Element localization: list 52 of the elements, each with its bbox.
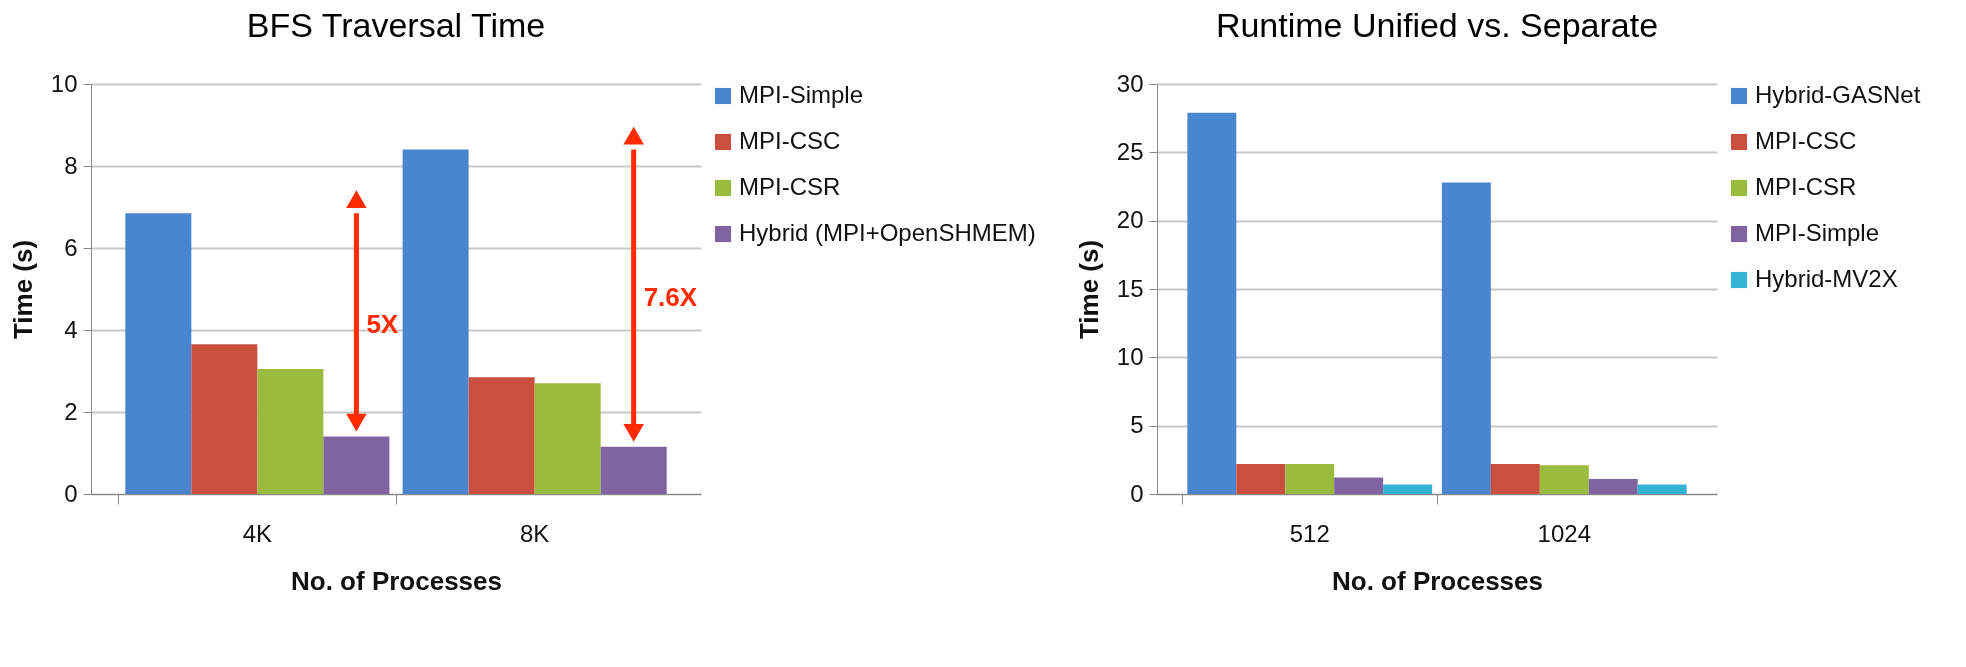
y-tick-label: 2 [64,397,78,425]
y-tick-label: 20 [1116,206,1144,234]
y-tick-label: 10 [1116,342,1144,370]
x-tick-label: 512 [1289,519,1330,547]
bar [257,368,324,494]
x-tick-label: 8K [519,519,550,547]
chart-title: Runtime Unified vs. Separate [1215,6,1659,44]
y-tick-label: 4 [64,315,78,343]
x-axis-title: No. of Processes [1332,565,1543,596]
y-axis-title: Time (s) [1073,239,1104,340]
bar [1490,463,1540,494]
y-tick-label: 0 [64,479,78,507]
legend-label: Hybrid-GASNet [1755,81,1921,108]
legend-label: MPI-CSR [739,173,841,200]
y-tick-label: 0 [1130,479,1144,507]
bar [1285,463,1335,494]
y-axis-title: Time (s) [7,239,38,340]
bar [1334,477,1384,494]
y-tick-label: 5 [1130,411,1144,439]
bar [125,213,192,494]
legend-label: Hybrid (MPI+OpenSHMEM) [739,219,1036,246]
bar [534,383,601,494]
bar [1588,478,1638,494]
annotation: 7.6X [643,282,698,313]
bar [1187,112,1237,494]
bar [323,436,390,494]
chart-title: BFS Traversal Time [246,6,546,44]
legend-label: MPI-CSR [1755,173,1857,200]
bar [1637,484,1687,494]
bar [468,377,535,494]
bar [600,446,667,494]
legend-label: MPI-Simple [1755,219,1880,246]
bar [1236,463,1286,494]
y-tick-label: 8 [64,151,78,179]
legend-label: MPI-CSC [1755,127,1857,154]
bar [1441,182,1491,494]
y-tick-label: 6 [64,233,78,261]
y-tick-label: 30 [1116,69,1144,97]
bar [402,149,469,494]
x-axis-title: No. of Processes [291,565,502,596]
legend-label: Hybrid-MV2X [1755,265,1898,292]
x-tick-label: 1024 [1537,519,1591,547]
legend-label: MPI-Simple [739,81,864,108]
annotation: 5X [366,308,399,339]
y-tick-label: 15 [1116,274,1144,302]
bar [1383,484,1433,494]
x-tick-label: 4K [242,519,273,547]
bar [1539,465,1589,494]
y-tick-label: 25 [1116,137,1144,165]
legend-label: MPI-CSC [739,127,841,154]
bar [191,344,258,494]
y-tick-label: 10 [50,69,78,97]
